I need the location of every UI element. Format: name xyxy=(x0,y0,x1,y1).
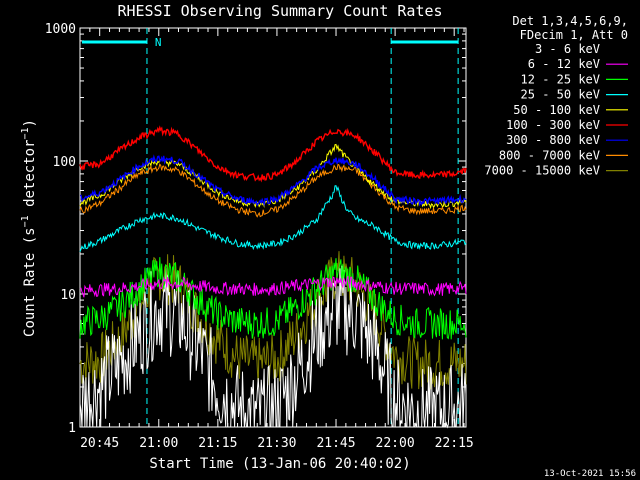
footer-date: 13-Oct-2021 15:56 xyxy=(544,469,636,479)
y-tick-label: 1 xyxy=(68,421,76,436)
x-tick-label: 20:45 xyxy=(80,436,119,451)
y-tick-label: 10 xyxy=(60,288,76,303)
legend-header-line-2: FDecim 1, Att 0 xyxy=(520,28,628,42)
y-axis-label: Count Rate (s−1 detector−1) xyxy=(20,119,38,337)
y-axis-ticks: 1 10 100 1000 xyxy=(45,22,466,436)
legend: Det 1,3,4,5,6,9, FDecim 1, Att 0 3 - 6 k… xyxy=(484,14,628,178)
x-tick-label: 21:30 xyxy=(257,436,296,451)
chart-title: RHESSI Observing Summary Count Rates xyxy=(117,2,442,20)
series-line-1 xyxy=(79,276,467,298)
legend-entry-label: 3 - 6 keV xyxy=(535,42,600,56)
x-axis-ticks: 20:45 21:00 21:15 21:30 21:45 22:00 22:15 xyxy=(79,28,474,451)
x-axis-label: Start Time (13-Jan-06 20:40:02) xyxy=(149,456,410,472)
legend-entry-label: 25 - 50 keV xyxy=(521,88,600,102)
series-line-9 xyxy=(79,265,467,429)
x-tick-label: 21:45 xyxy=(316,436,355,451)
x-tick-label: 21:15 xyxy=(198,436,237,451)
x-tick-label: 21:00 xyxy=(139,436,178,451)
y-tick-label: 1000 xyxy=(45,22,76,37)
y-tick-label: 100 xyxy=(53,155,76,170)
series-line-5 xyxy=(79,125,467,183)
legend-entry-label: 300 - 800 keV xyxy=(506,133,600,147)
night-marker-label: N xyxy=(155,36,162,49)
legend-entry-label: 50 - 100 keV xyxy=(513,103,600,117)
legend-entry-label: 100 - 300 keV xyxy=(506,118,600,132)
legend-entry-label: 800 - 7000 keV xyxy=(499,148,600,162)
series-line-3 xyxy=(79,185,467,252)
legend-entry-label: 6 - 12 keV xyxy=(528,57,600,71)
x-tick-label: 22:00 xyxy=(376,436,415,451)
series-line-7 xyxy=(79,163,467,218)
series-lines xyxy=(79,125,467,429)
series-line-6 xyxy=(79,154,467,207)
x-tick-label: 22:15 xyxy=(435,436,474,451)
legend-entry-label: 7000 - 15000 keV xyxy=(484,164,600,178)
legend-entry-label: 12 - 25 keV xyxy=(521,72,600,86)
legend-header-line-1: Det 1,3,4,5,6,9, xyxy=(512,14,628,28)
